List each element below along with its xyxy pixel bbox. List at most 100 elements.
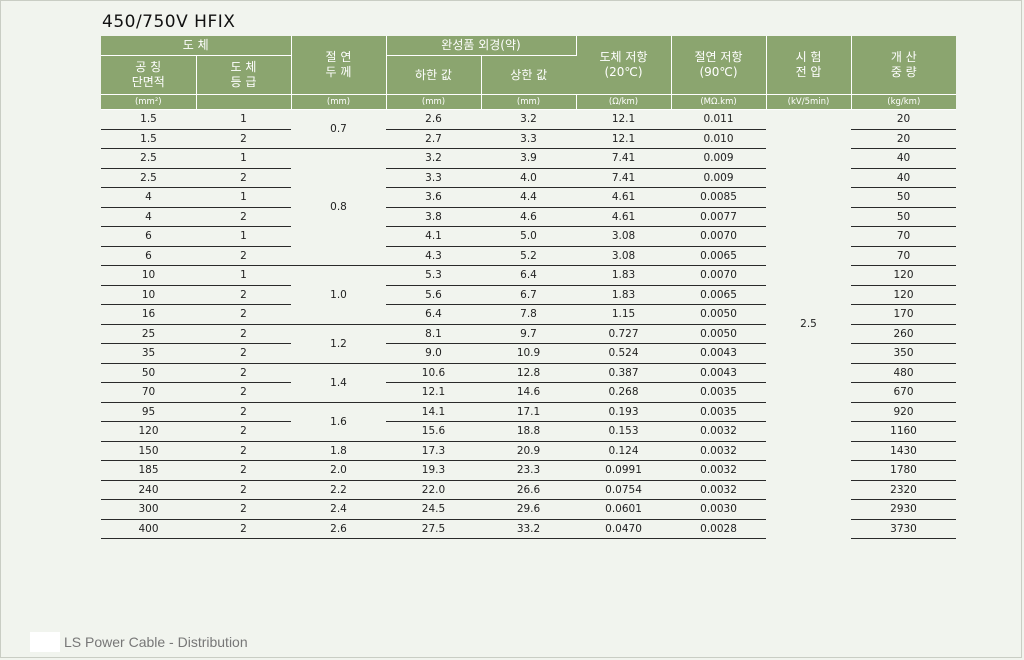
cell-nominal-area: 6: [101, 246, 196, 266]
cell-nominal-area: 120: [101, 421, 196, 442]
table-row: 2.5 1 0.8 3.2 3.9 7.41 0.009 40: [101, 148, 957, 266]
cell-conductor-class: 2: [196, 343, 291, 364]
cell-resistance: 0.0754: [576, 480, 672, 500]
unit-cell: (kg/km): [851, 94, 957, 110]
cell-nominal-area: 95: [101, 402, 196, 422]
cell-insulation-resistance: 0.0043: [671, 343, 767, 364]
cell-conductor-class: 2: [196, 519, 291, 539]
cell-od-min: 3.8: [386, 207, 481, 227]
header-resistance: 도체 저항 (20℃): [576, 36, 672, 95]
cell-nominal-area: 185: [101, 460, 196, 481]
cell-od-min: 10.6: [386, 363, 481, 383]
cell-conductor-class: 2: [196, 441, 291, 461]
cell-conductor-class: 2: [196, 402, 291, 422]
cell-conductor-class: 2: [196, 246, 291, 266]
cell-nominal-area: 4: [101, 207, 196, 227]
cell-od-min: 15.6: [386, 421, 481, 442]
table-row: 2.5 2 3.3 4.0 7.41 0.009 40: [101, 168, 957, 188]
cell-resistance: 0.0601: [576, 499, 672, 520]
cell-od-max: 5.2: [481, 246, 577, 266]
cell-insulation-resistance: 0.009: [671, 148, 767, 169]
table-row: 400 2 2.6 27.5 33.2 0.0470 0.0028 3730: [101, 519, 957, 539]
cell-conductor-class: 2: [196, 129, 291, 149]
table-row: 6 1 4.1 5.0 3.08 0.0070 70: [101, 226, 957, 247]
header-outer-diameter: 완성품 외경(약): [386, 36, 577, 56]
cell-od-max: 14.6: [481, 382, 577, 403]
cell-insulation-resistance: 0.0035: [671, 382, 767, 403]
cell-insulation-resistance: 0.0050: [671, 324, 767, 344]
cell-od-max: 3.2: [481, 109, 577, 130]
cell-conductor-class: 2: [196, 421, 291, 442]
cell-insulation-resistance: 0.0065: [671, 285, 767, 305]
cell-insulation-resistance: 0.0050: [671, 304, 767, 325]
cell-nominal-area: 240: [101, 480, 196, 500]
cell-weight: 2320: [851, 480, 957, 500]
cell-nominal-area: 300: [101, 499, 196, 520]
cell-weight: 1780: [851, 460, 957, 481]
cell-conductor-class: 2: [196, 324, 291, 344]
unit-cell: [196, 94, 292, 110]
cell-weight: 20: [851, 129, 957, 149]
cell-od-min: 5.6: [386, 285, 481, 305]
cell-weight: 50: [851, 207, 957, 227]
cell-insulation-thickness: 1.0: [291, 265, 386, 325]
cell-nominal-area: 4: [101, 187, 196, 208]
cell-resistance: 4.61: [576, 207, 672, 227]
unit-cell: (MΩ.km): [671, 94, 767, 110]
unit-cell: (mm²): [101, 94, 197, 110]
cell-conductor-class: 2: [196, 499, 291, 520]
cell-insulation-thickness: 2.2: [291, 480, 386, 500]
cell-weight: 40: [851, 148, 957, 169]
table-row: 1.5 1 0.7 2.6 3.2 12.1 0.011 2.5 20: [101, 109, 957, 330]
cell-insulation-resistance: 0.0032: [671, 441, 767, 461]
cell-resistance: 4.61: [576, 187, 672, 208]
header-nominal-area: 공 칭 단면적: [101, 55, 197, 95]
table-row: 95 2 1.6 14.1 17.1 0.193 0.0035 920: [101, 402, 957, 442]
cell-insulation-resistance: 0.0070: [671, 226, 767, 247]
cell-od-min: 6.4: [386, 304, 481, 325]
cell-insulation-resistance: 0.0070: [671, 265, 767, 286]
cell-od-max: 33.2: [481, 519, 577, 539]
cell-resistance: 7.41: [576, 168, 672, 188]
cell-conductor-class: 2: [196, 363, 291, 383]
cell-insulation-resistance: 0.0030: [671, 499, 767, 520]
cell-nominal-area: 16: [101, 304, 196, 325]
cell-resistance: 0.0991: [576, 460, 672, 481]
footer-text: LS Power Cable - Distribution: [64, 634, 248, 650]
cell-nominal-area: 6: [101, 226, 196, 247]
cell-od-max: 4.4: [481, 187, 577, 208]
cell-conductor-class: 1: [196, 148, 291, 169]
cell-weight: 920: [851, 402, 957, 422]
table-row: 150 2 1.8 17.3 20.9 0.124 0.0032 1430: [101, 441, 957, 461]
cell-insulation-thickness: 0.8: [291, 148, 386, 266]
table-row: 240 2 2.2 22.0 26.6 0.0754 0.0032 2320: [101, 480, 957, 500]
table-row: 16 2 6.4 7.8 1.15 0.0050 170: [101, 304, 957, 325]
cell-od-max: 10.9: [481, 343, 577, 364]
cell-nominal-area: 50: [101, 363, 196, 383]
cell-insulation-thickness: 2.0: [291, 460, 386, 481]
cell-nominal-area: 70: [101, 382, 196, 403]
cell-conductor-class: 1: [196, 226, 291, 247]
header-od-min: 하한 값: [386, 55, 482, 95]
cell-weight: 20: [851, 109, 957, 130]
cell-insulation-resistance: 0.0032: [671, 421, 767, 442]
cell-insulation-thickness: 1.4: [291, 363, 386, 403]
cell-resistance: 3.08: [576, 246, 672, 266]
table-row: 35 2 9.0 10.9 0.524 0.0043 350: [101, 343, 957, 364]
table-row: 185 2 2.0 19.3 23.3 0.0991 0.0032 1780: [101, 460, 957, 481]
cell-conductor-class: 2: [196, 460, 291, 481]
page-title: 450/750V HFIX: [102, 12, 236, 32]
footer: LS Power Cable - Distribution: [30, 632, 248, 652]
table-row: 300 2 2.4 24.5 29.6 0.0601 0.0030 2930: [101, 499, 957, 520]
cell-resistance: 1.83: [576, 265, 672, 286]
cell-od-min: 5.3: [386, 265, 481, 286]
cell-weight: 670: [851, 382, 957, 403]
cell-insulation-resistance: 0.0032: [671, 480, 767, 500]
cell-od-min: 14.1: [386, 402, 481, 422]
unit-cell: (mm): [481, 94, 577, 110]
cell-od-max: 3.3: [481, 129, 577, 149]
